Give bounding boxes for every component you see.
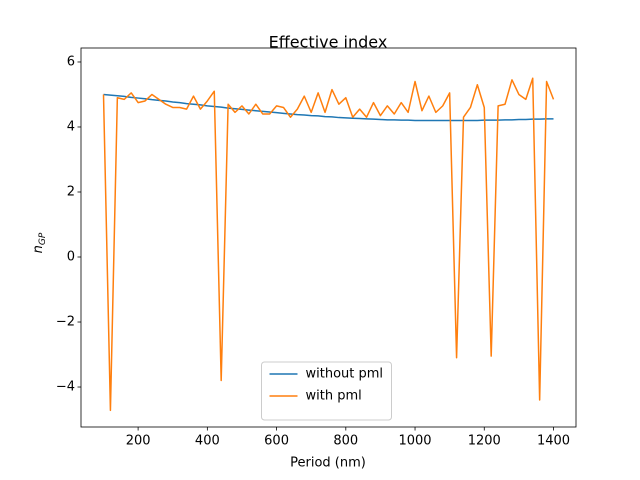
x-tick-label: 200 xyxy=(126,434,151,449)
x-tick-label: 1000 xyxy=(398,434,431,449)
x-tick-label: 400 xyxy=(195,434,220,449)
x-tick-label: 600 xyxy=(264,434,289,449)
x-axis-label: Period (nm) xyxy=(290,456,366,471)
plot-frame xyxy=(80,47,577,428)
x-tick-label: 1200 xyxy=(468,434,501,449)
x-tick-label: 800 xyxy=(333,434,358,449)
chart-title: Effective index xyxy=(269,33,388,52)
legend-label: with pml xyxy=(306,389,362,404)
y-tick-label: −4 xyxy=(56,380,75,395)
y-axis-label: nGP xyxy=(31,232,48,253)
y-tick-label: 2 xyxy=(67,184,75,199)
y-tick-label: 6 xyxy=(67,54,75,69)
y-axis-label-sub: GP xyxy=(38,232,48,245)
legend-label: without pml xyxy=(306,367,384,382)
y-tick-label: 0 xyxy=(67,250,75,265)
legend: without pml with pml xyxy=(261,361,392,421)
x-tick-label: 1400 xyxy=(537,434,570,449)
y-tick-label: −2 xyxy=(56,315,75,330)
line-series xyxy=(102,77,555,412)
y-axis-label-main: n xyxy=(31,245,46,253)
y-tick-label: 4 xyxy=(67,119,75,134)
line-series xyxy=(103,93,554,122)
legend-box xyxy=(261,361,392,421)
